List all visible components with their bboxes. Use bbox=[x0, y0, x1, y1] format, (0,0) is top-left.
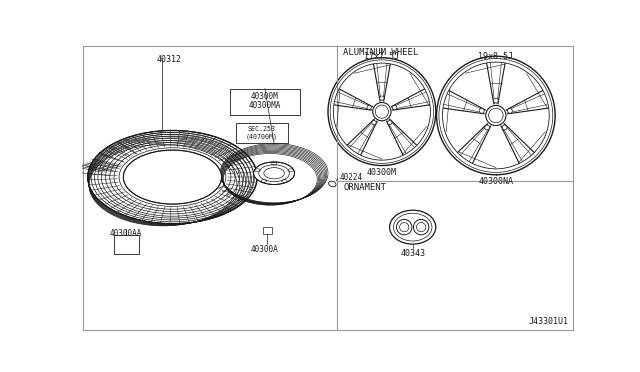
Circle shape bbox=[436, 56, 555, 175]
Text: ORNAMENT: ORNAMENT bbox=[344, 183, 387, 192]
Bar bbox=[114, 235, 139, 254]
Text: 40300M: 40300M bbox=[251, 92, 279, 102]
Circle shape bbox=[367, 105, 371, 110]
Text: 17x7.5J: 17x7.5J bbox=[364, 52, 399, 61]
Ellipse shape bbox=[124, 150, 221, 204]
Text: 40300M: 40300M bbox=[367, 168, 397, 177]
Bar bbox=[262, 227, 272, 234]
Ellipse shape bbox=[390, 210, 436, 244]
Circle shape bbox=[493, 98, 498, 103]
Text: 40224: 40224 bbox=[340, 173, 363, 182]
Circle shape bbox=[397, 219, 412, 235]
Circle shape bbox=[392, 105, 397, 110]
Text: 40300NA: 40300NA bbox=[478, 177, 513, 186]
Circle shape bbox=[372, 121, 376, 125]
Bar bbox=[236, 123, 288, 143]
Text: 40312: 40312 bbox=[157, 55, 182, 64]
Circle shape bbox=[486, 105, 506, 126]
Text: 40300A: 40300A bbox=[251, 245, 279, 254]
Bar bbox=[230, 89, 300, 115]
Circle shape bbox=[328, 58, 436, 166]
Circle shape bbox=[413, 219, 429, 235]
Text: SEC.253: SEC.253 bbox=[248, 126, 276, 132]
Circle shape bbox=[508, 109, 513, 113]
Text: 40300MA: 40300MA bbox=[249, 101, 281, 110]
Circle shape bbox=[479, 109, 484, 113]
Ellipse shape bbox=[253, 162, 294, 185]
Circle shape bbox=[388, 121, 392, 125]
Text: (40700M): (40700M) bbox=[246, 134, 278, 141]
Circle shape bbox=[484, 125, 490, 130]
Circle shape bbox=[502, 125, 507, 130]
Text: J43301U1: J43301U1 bbox=[529, 317, 569, 327]
Text: 40300AA: 40300AA bbox=[109, 229, 141, 238]
Ellipse shape bbox=[88, 131, 257, 224]
Text: 40343: 40343 bbox=[400, 250, 425, 259]
Text: 19x8.5J: 19x8.5J bbox=[478, 52, 513, 61]
Text: ALUMINUM WHEEL: ALUMINUM WHEEL bbox=[344, 48, 419, 57]
Ellipse shape bbox=[328, 181, 336, 187]
Circle shape bbox=[372, 102, 391, 121]
Circle shape bbox=[380, 96, 384, 100]
